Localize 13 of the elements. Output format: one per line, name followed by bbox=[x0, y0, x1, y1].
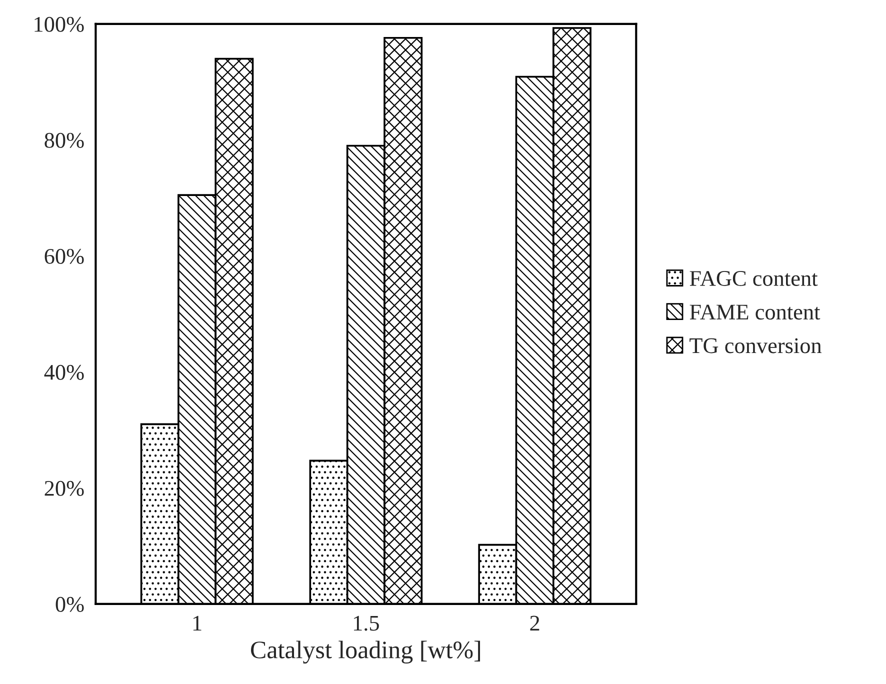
y-tick-label: 60% bbox=[44, 248, 84, 264]
legend-label: FAGC content bbox=[690, 271, 818, 286]
x-tick-label: 2 bbox=[530, 616, 540, 631]
y-tick-label: 20% bbox=[44, 480, 84, 496]
x-tick-label: 1.5 bbox=[354, 616, 379, 631]
legend-label: FAME content bbox=[690, 304, 820, 320]
x-axis-title: Catalyst loading [wt%] bbox=[250, 640, 480, 664]
y-tick-label: 40% bbox=[44, 364, 84, 380]
x-tick-label: 1 bbox=[193, 616, 202, 631]
legend-label: TG conversion bbox=[690, 338, 822, 354]
y-tick-label: 80% bbox=[44, 132, 84, 148]
y-tick-label: 100% bbox=[34, 16, 84, 32]
y-tick-label: 0% bbox=[56, 596, 84, 612]
